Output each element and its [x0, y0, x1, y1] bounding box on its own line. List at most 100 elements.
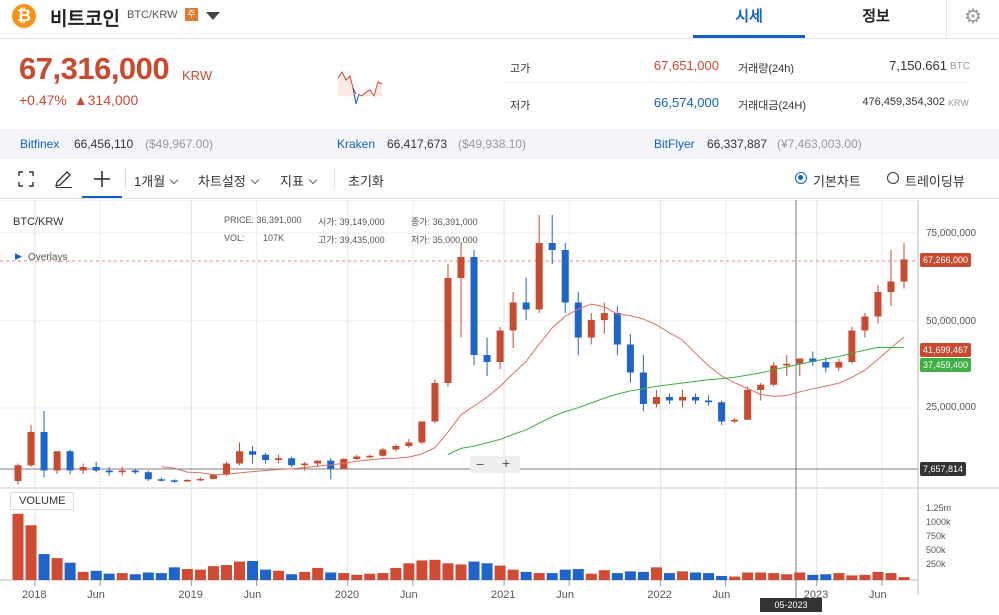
crosshair-low-value: 35,000,000	[432, 235, 478, 245]
candle-body	[14, 465, 22, 481]
candle-body	[470, 257, 478, 355]
crosshair-close: 종가: 36,391,000	[411, 215, 478, 228]
period-label: 1개월	[134, 174, 166, 189]
candle-body	[340, 458, 348, 469]
volume-label: VOLUME	[10, 492, 74, 510]
chart-toolbar: 1개월 차트설정 지표 초기화 기본차트 트레이딩뷰	[0, 160, 999, 199]
indicators-label: 지표	[280, 174, 304, 189]
candle-body	[457, 257, 465, 278]
candle-body	[275, 458, 283, 460]
chart-settings-menu[interactable]: 차트설정	[198, 171, 260, 190]
fullscreen-icon[interactable]	[18, 171, 34, 187]
chevron-down-icon	[169, 175, 179, 185]
volume-bar	[703, 573, 715, 580]
volume-bar	[142, 572, 154, 580]
volume-bar	[598, 570, 610, 580]
candle-body	[600, 313, 608, 320]
exchange-kraken-usd: ($49,938.10)	[458, 137, 527, 151]
overlays-toggle-icon[interactable]: ▶	[15, 251, 22, 261]
coin-name: 비트코인	[50, 9, 120, 30]
volume-bar	[220, 565, 232, 580]
coin-dropdown-icon[interactable]	[206, 12, 220, 20]
vol-tick-3: 750k	[926, 531, 946, 541]
volume-bar	[794, 572, 806, 580]
exchange-bitflyer-name[interactable]: BitFlyer	[654, 137, 695, 151]
candle-body	[144, 472, 152, 480]
volume-bar	[885, 573, 897, 580]
basic-chart-radio[interactable]	[795, 172, 807, 184]
volume-bar	[286, 574, 298, 580]
crosshair-open-label: 시가:	[318, 217, 338, 227]
x-tick-label: Jun	[87, 589, 105, 601]
exchange-bitfinex-name[interactable]: Bitfinex	[20, 137, 60, 151]
candle-body	[418, 421, 426, 443]
candle-body	[861, 316, 869, 331]
tradingview-radio[interactable]	[887, 172, 899, 184]
crosshair-tool[interactable]	[82, 160, 122, 198]
draw-pencil-icon[interactable]	[53, 169, 73, 189]
candle-body	[770, 365, 778, 385]
volume-bar	[820, 574, 832, 580]
candle-body	[366, 455, 374, 458]
candle-body	[249, 451, 257, 455]
zoom-out-button[interactable]: −	[476, 456, 485, 472]
volume-bar	[807, 574, 819, 580]
candle-body	[665, 397, 673, 401]
basic-chart-label[interactable]: 기본차트	[813, 174, 861, 189]
volume-bar	[90, 570, 102, 580]
tab-price[interactable]: 시세	[693, 0, 805, 38]
volume-bar	[872, 571, 884, 580]
volume-bar	[168, 567, 180, 580]
reset-button[interactable]: 초기화	[348, 174, 384, 189]
candle-body	[574, 302, 582, 338]
crosshair-vol-value: 107K	[263, 233, 285, 243]
volume-bar	[299, 571, 311, 580]
zoom-controls: − +	[470, 455, 520, 473]
overlays-toggle[interactable]: Overlays	[28, 252, 68, 263]
candle-body	[900, 259, 908, 282]
exchange-bar: Bitfinex 66,456,110 ($49,967.00) Kraken …	[0, 129, 999, 159]
crosshair-vol: VOL: 107K	[224, 233, 284, 243]
volume-bar	[690, 572, 702, 580]
tradingview-label[interactable]: 트레이딩뷰	[905, 174, 965, 189]
volume-unit: BTC	[950, 61, 970, 72]
current-price: 67,316,000	[19, 51, 170, 86]
tab-info[interactable]: 정보	[862, 8, 890, 25]
indicators-menu[interactable]: 지표	[280, 171, 318, 190]
change-amount: ▲314,000	[73, 92, 139, 108]
toolbar-divider	[125, 169, 126, 189]
crosshair-date-tag: 05-2023	[760, 598, 822, 612]
candle-body	[392, 446, 400, 450]
volume-bar	[103, 573, 115, 580]
candle-body	[262, 454, 270, 460]
high-value: 67,651,000	[653, 58, 719, 73]
price-chart[interactable]	[0, 200, 999, 615]
period-select[interactable]: 1개월	[134, 171, 179, 190]
zoom-in-button[interactable]: +	[502, 455, 511, 471]
ma-red-tag: 41,699,467	[920, 343, 972, 357]
x-tick-label: Jun	[868, 589, 887, 601]
candle-body	[27, 432, 35, 466]
candle-body	[353, 456, 361, 459]
volume-bar	[637, 571, 649, 580]
x-tick-label: 2020	[334, 589, 360, 601]
candle-body	[496, 330, 504, 362]
candle-body	[431, 383, 439, 422]
candle-body	[652, 397, 660, 404]
gear-icon[interactable]: ⚙	[946, 0, 999, 38]
y-tick-75m: 75,000,000	[926, 228, 977, 239]
candle-body	[196, 478, 204, 481]
high-label: 고가	[510, 63, 531, 75]
candle-body	[509, 302, 517, 331]
volume-bar	[742, 572, 754, 580]
volume-bar	[481, 563, 493, 580]
crosshair-open-value: 39,149,000	[339, 217, 385, 227]
candle-body	[405, 442, 413, 446]
price-change: +0.47% ▲314,000	[19, 92, 138, 108]
volume-bar	[846, 575, 858, 580]
coin-code: BTC/KRW	[127, 9, 178, 21]
candle-body	[183, 479, 191, 482]
volume-bar	[351, 574, 363, 580]
exchange-kraken-name[interactable]: Kraken	[337, 137, 376, 151]
volume-bar	[364, 573, 376, 580]
